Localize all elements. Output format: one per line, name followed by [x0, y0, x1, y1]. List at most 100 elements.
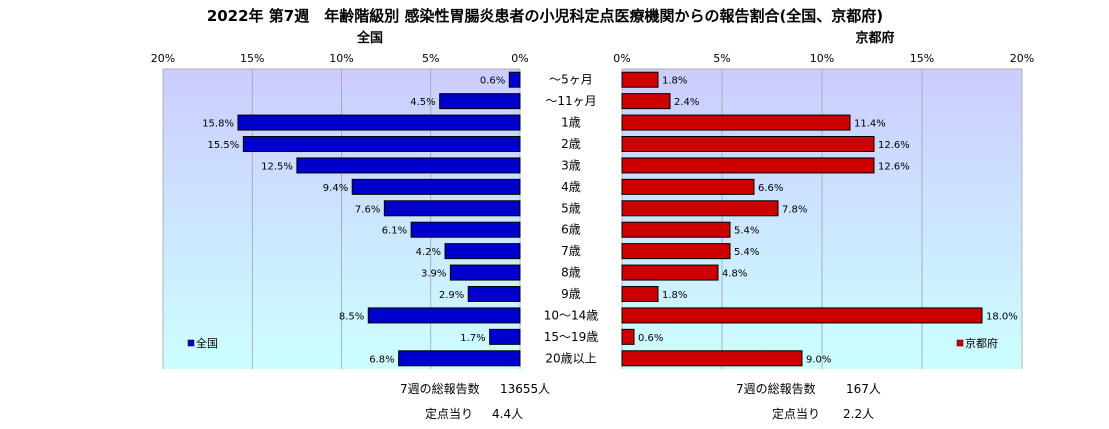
value-label-kyoto: 0.6%	[638, 333, 663, 344]
bar-kyoto	[621, 264, 719, 281]
legend-left: 全国	[187, 336, 218, 350]
right-tick-label: 0%	[613, 52, 630, 65]
right-tick-label: 15%	[910, 52, 934, 65]
value-label-kyoto: 5.4%	[734, 226, 759, 237]
value-label-zenkoku: 2.9%	[439, 290, 464, 301]
value-label-kyoto: 1.8%	[662, 290, 687, 301]
value-label-kyoto: 5.4%	[734, 247, 759, 258]
bar-zenkoku	[449, 264, 521, 281]
bar-kyoto	[621, 157, 875, 174]
footer-right-total-value: 167人	[846, 382, 881, 396]
legend-left-swatch	[187, 339, 195, 347]
value-label-zenkoku: 12.5%	[261, 161, 293, 172]
value-label-zenkoku: 15.5%	[208, 140, 240, 151]
bar-kyoto	[621, 200, 779, 217]
value-label-kyoto: 2.4%	[674, 97, 699, 108]
category-label: 20歳以上	[545, 351, 596, 365]
value-label-zenkoku: 1.7%	[460, 333, 485, 344]
value-label-kyoto: 12.6%	[878, 140, 910, 151]
category-label: 1歳	[561, 116, 581, 130]
value-label-kyoto: 18.0%	[986, 311, 1018, 322]
bar-zenkoku	[398, 350, 521, 367]
category-label: 4歳	[561, 180, 581, 194]
category-label: 5歳	[561, 201, 581, 215]
left-tick-label: 15%	[240, 52, 264, 65]
legend-right: 京都府	[956, 336, 998, 350]
legend-right-swatch	[956, 339, 964, 347]
bar-kyoto	[621, 114, 851, 131]
bar-zenkoku	[508, 71, 521, 88]
footer-right-per-label: 定点当り	[772, 406, 820, 421]
bar-kyoto	[621, 136, 875, 152]
bar-zenkoku	[242, 136, 521, 152]
bar-kyoto	[621, 71, 659, 88]
bar-zenkoku	[410, 221, 521, 238]
bar-kyoto	[621, 328, 635, 345]
bar-zenkoku	[467, 286, 521, 302]
bar-zenkoku	[296, 157, 521, 174]
category-label: 8歳	[561, 266, 581, 280]
value-label-zenkoku: 0.6%	[480, 76, 505, 87]
left-tick-label: 20%	[151, 52, 175, 65]
value-label-zenkoku: 15.8%	[202, 119, 234, 130]
value-label-zenkoku: 6.1%	[382, 226, 407, 237]
footer-left-per-label: 定点当り	[425, 406, 473, 421]
value-label-zenkoku: 4.5%	[410, 97, 435, 108]
value-label-kyoto: 9.0%	[806, 354, 831, 365]
category-label: ～5ヶ月	[549, 73, 593, 87]
right-panel-title: 京都府	[855, 30, 894, 46]
value-label-zenkoku: 7.6%	[355, 204, 380, 215]
right-tick-label: 5%	[713, 52, 730, 65]
bar-zenkoku	[444, 243, 521, 260]
footer-left: 7週の総報告数 13655人 定点当り 4.4人	[400, 381, 550, 421]
left-tick-label: 0%	[511, 52, 528, 65]
value-label-kyoto: 4.8%	[722, 269, 747, 280]
category-label: 6歳	[561, 223, 581, 237]
value-label-kyoto: 12.6%	[878, 161, 910, 172]
right-tick-label: 10%	[810, 52, 834, 65]
bar-zenkoku	[351, 178, 521, 195]
tick-labels: 20% 15% 10% 5% 0% 0% 5% 10% 15% 20%	[151, 52, 1034, 65]
chart-title: 2022年 第7週 年齢階級別 感染性胃腸炎患者の小児科定点医療機関からの報告割…	[207, 7, 883, 25]
footer-left-total-value: 13655人	[500, 382, 550, 396]
footer-right: 7週の総報告数 167人 定点当り 2.2人	[736, 381, 881, 421]
footer-right-total-label: 7週の総報告数	[736, 381, 816, 396]
category-label: 2歳	[561, 137, 581, 151]
bar-kyoto	[621, 178, 755, 195]
value-label-zenkoku: 8.5%	[339, 311, 364, 322]
bar-kyoto	[621, 221, 731, 238]
legend-left-label: 全国	[196, 336, 218, 350]
category-label: 10～14歳	[544, 308, 599, 322]
bar-kyoto	[621, 93, 671, 110]
value-labels: 0.6% 1.8% 4.5% 2.4% 15.8% 11.4% 15.5% 12.6% 12.5…	[202, 76, 1018, 366]
bar-kyoto	[621, 307, 983, 324]
bar-zenkoku	[367, 307, 521, 324]
footer-left-total-label: 7週の総報告数	[400, 381, 480, 396]
category-labels: ～5ヶ月 ～11ヶ月 1歳 2歳 3歳 4歳 5歳 6歳 7歳 8歳 9歳 10～14歳 15～19歳 2…	[544, 73, 599, 366]
left-panel-title: 全国	[356, 30, 383, 46]
value-label-zenkoku: 9.4%	[323, 183, 348, 194]
bars	[237, 71, 983, 367]
value-label-kyoto: 1.8%	[662, 76, 687, 87]
bar-zenkoku	[383, 200, 521, 217]
value-label-zenkoku: 6.8%	[369, 354, 394, 365]
bar-kyoto	[621, 350, 803, 367]
category-label: 3歳	[561, 158, 581, 172]
category-label: 9歳	[561, 287, 581, 301]
value-label-zenkoku: 3.9%	[421, 269, 446, 280]
left-tick-label: 5%	[422, 52, 439, 65]
category-label: 7歳	[561, 244, 581, 258]
bar-kyoto	[621, 286, 659, 302]
bar-zenkoku	[439, 93, 521, 110]
category-label: 15～19歳	[544, 330, 599, 344]
value-label-kyoto: 11.4%	[854, 119, 886, 130]
category-label: ～11ヶ月	[545, 94, 596, 108]
legend-right-label: 京都府	[965, 336, 998, 350]
bar-zenkoku	[237, 114, 521, 131]
value-label-zenkoku: 4.2%	[416, 247, 441, 258]
left-tick-label: 10%	[329, 52, 353, 65]
bar-zenkoku	[489, 328, 521, 345]
footer-left-per-value: 4.4人	[492, 407, 523, 421]
value-label-kyoto: 7.8%	[782, 204, 807, 215]
